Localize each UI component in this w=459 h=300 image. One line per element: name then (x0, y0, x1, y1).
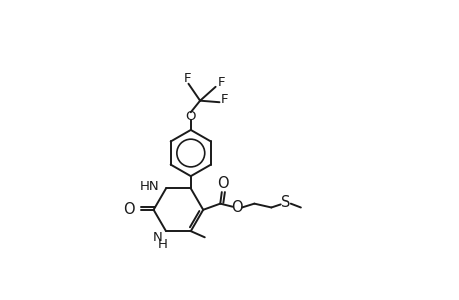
Text: N: N (153, 231, 162, 244)
Text: O: O (185, 110, 196, 123)
Text: H: H (157, 238, 168, 251)
Text: O: O (231, 200, 243, 215)
Text: F: F (184, 72, 191, 85)
Text: F: F (217, 76, 224, 89)
Text: O: O (216, 176, 228, 191)
Text: S: S (281, 195, 290, 210)
Text: HN: HN (140, 180, 159, 193)
Text: O: O (123, 202, 134, 217)
Text: F: F (221, 93, 228, 106)
